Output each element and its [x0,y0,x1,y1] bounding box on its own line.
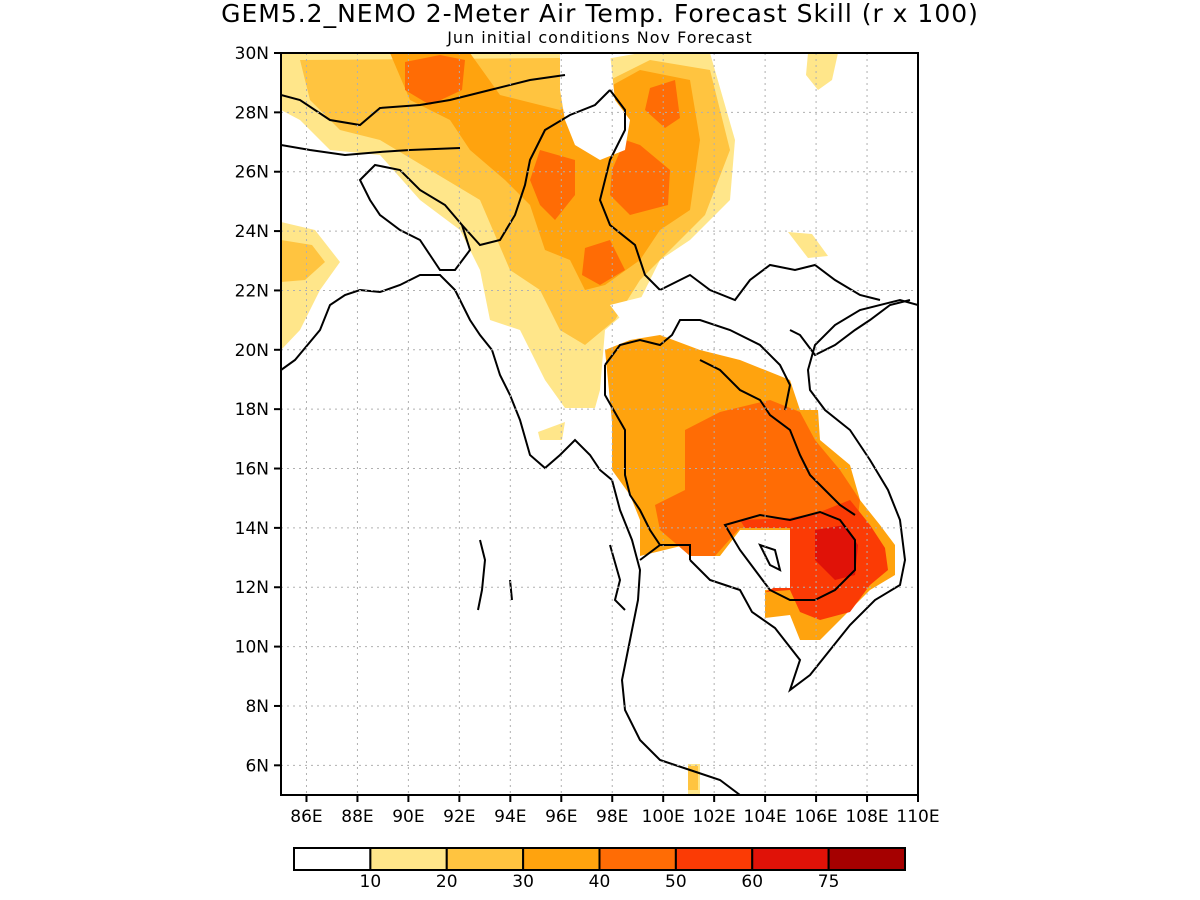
chart-title: GEM5.2_NEMO 2-Meter Air Temp. Forecast S… [221,0,979,28]
skill-area-10-20 [788,232,828,258]
skill-area-40-50 [405,55,465,105]
skill-area-20-30 [281,240,325,282]
lon-tick-label: 94E [494,807,526,827]
lon-tick-label: 90E [392,807,424,827]
lat-tick-label: 10N [235,638,269,658]
colorbar-label: 60 [741,872,763,892]
colorbar-label: 40 [589,872,611,892]
longitude-axis: 86E 88E 90E 92E 94E 96E 98E 100E 102E 104E 106E 108… [290,795,940,827]
no-skill-area [610,295,665,325]
lon-tick-label: 108E [845,807,888,827]
colorbar-label: 30 [512,872,534,892]
skill-area-10-20 [281,222,340,350]
colorbar-swatch [674,847,754,871]
lon-tick-label: 86E [290,807,322,827]
colorbar: 10 20 30 40 50 60 75 [293,847,906,892]
colorbar-label: 75 [818,872,840,892]
colorbar-label: 50 [665,872,687,892]
lon-tick-label: 88E [341,807,373,827]
lat-tick-label: 24N [235,222,269,242]
skill-area-40-50 [582,240,625,285]
skill-area-40-50 [530,150,575,220]
skill-field [281,53,895,795]
lat-tick-label: 30N [235,44,269,64]
lat-tick-label: 26N [235,163,269,183]
skill-area-40-50 [610,140,670,215]
plot-frame [280,52,919,796]
lat-tick-label: 6N [245,756,269,776]
colorbar-swatch [369,847,448,871]
skill-area-10-20 [538,422,565,440]
lat-tick-label: 22N [235,281,269,301]
lat-tick-label: 12N [235,578,269,598]
lon-tick-label: 98E [596,807,628,827]
lon-tick-label: 96E [545,807,577,827]
lon-tick-label: 106E [794,807,837,827]
lon-tick-label: 104E [744,807,787,827]
colorbar-label: 10 [360,872,382,892]
latitude-axis: 6N 8N 10N 12N 14N 16N 18N 20N 22N 24N 26N 28N 30N [235,44,281,776]
lat-tick-label: 18N [235,400,269,420]
colorbar-swatch [522,847,601,871]
colorbar-swatch [598,847,677,871]
lat-tick-label: 16N [235,460,269,480]
colorbar-label: 20 [436,872,458,892]
colorbar-swatch [293,847,372,871]
lat-tick-label: 8N [245,697,269,717]
lon-tick-label: 92E [443,807,475,827]
skill-area-10-20 [806,53,838,90]
lon-tick-label: 102E [693,807,736,827]
skill-area-50-60 [740,500,888,620]
lon-tick-label: 110E [896,807,939,827]
colorbar-swatch [445,847,525,871]
no-skill-area [560,53,630,160]
skill-area-40-50 [645,80,680,128]
coastlines-and-borders [281,74,918,795]
colorbar-swatch [827,847,906,871]
skill-area-60-75 [815,525,858,580]
lon-tick-label: 100E [642,807,685,827]
lat-tick-label: 14N [235,519,269,539]
colorbar-swatch [751,847,830,871]
lat-tick-label: 20N [235,341,269,361]
chart-subtitle: Jun initial conditions Nov Forecast [447,28,753,47]
lat-tick-label: 28N [235,103,269,123]
lat-lon-grid [281,53,918,795]
